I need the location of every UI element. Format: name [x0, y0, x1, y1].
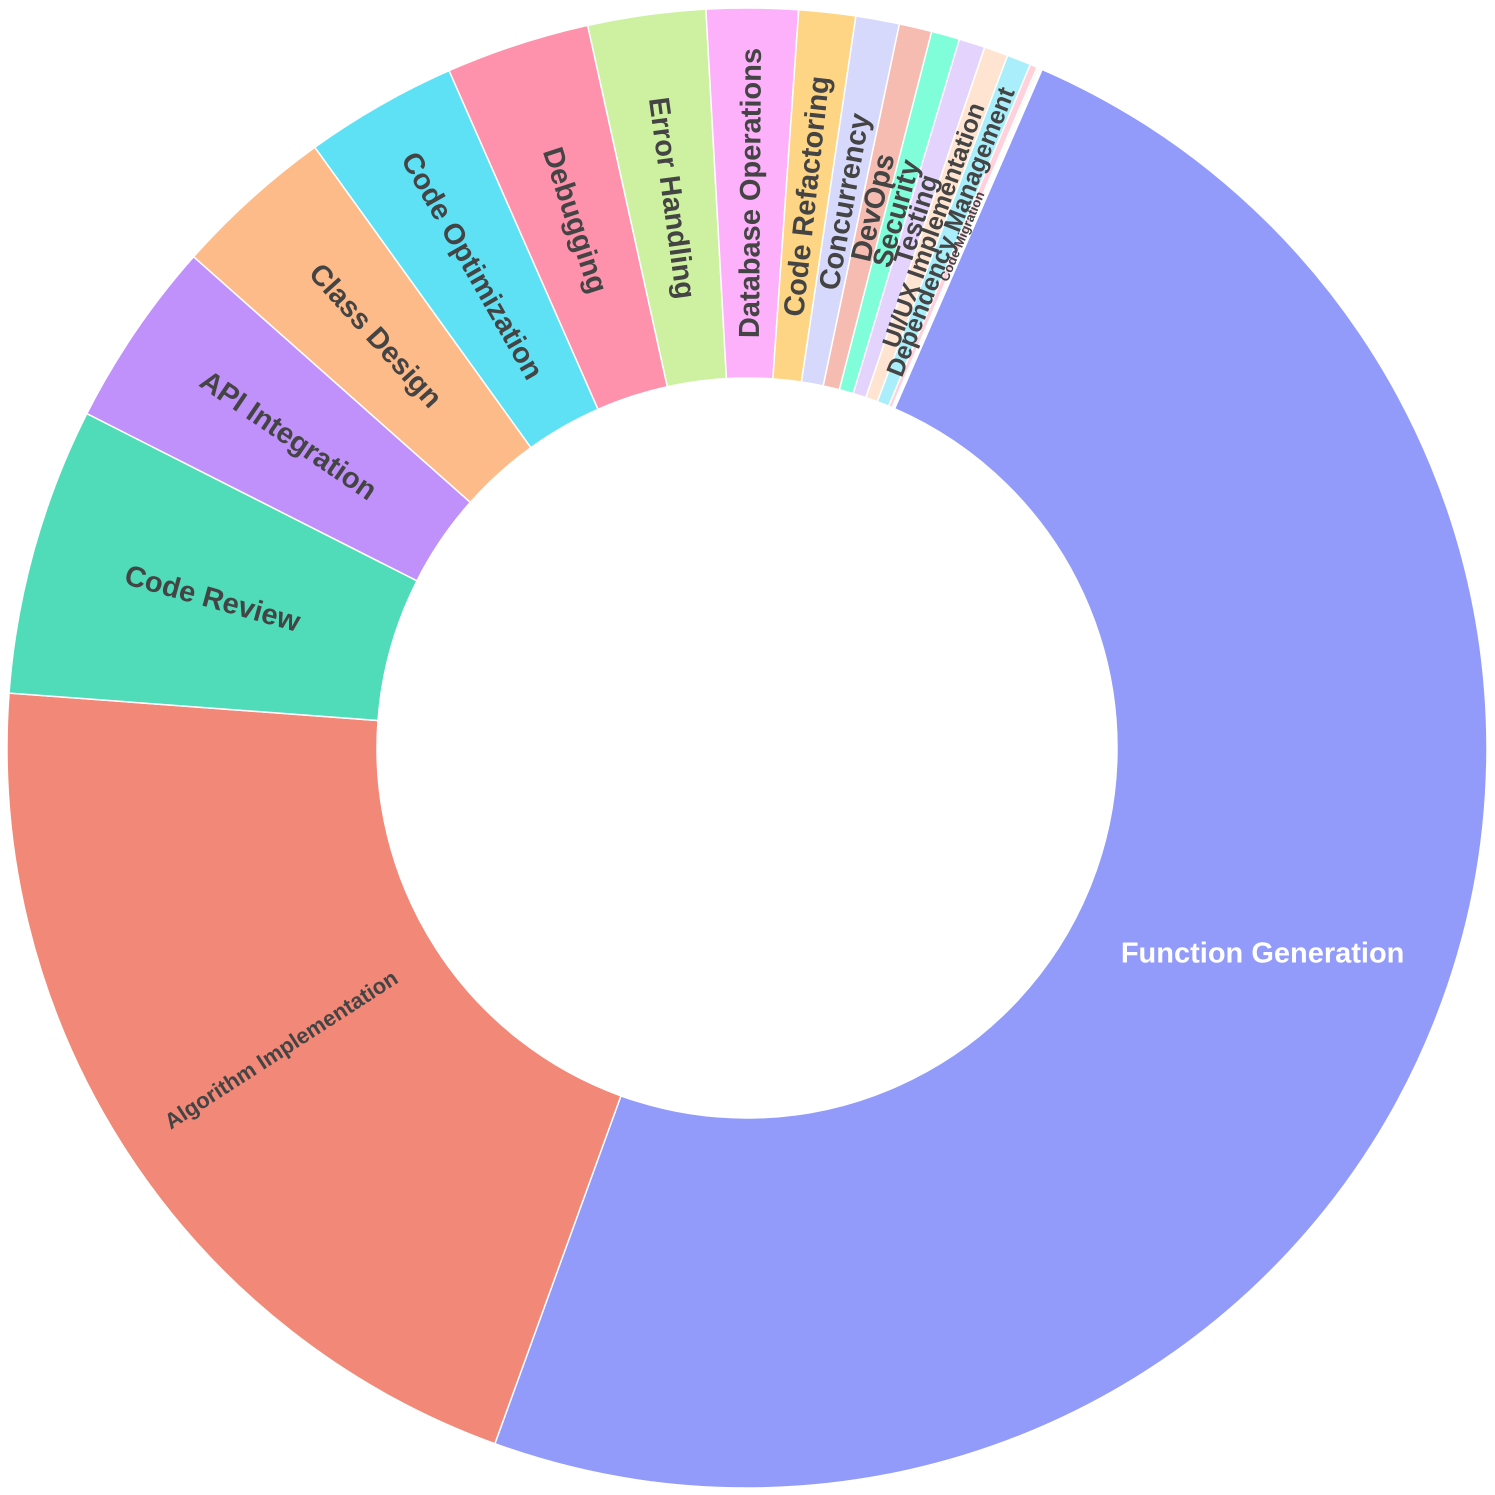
label-function-generation: Function Generation [1121, 937, 1405, 969]
slice-unlabeled-19[interactable] [892, 67, 1044, 410]
slice-algorithm-implementation[interactable] [6, 692, 622, 1445]
label-database-operations: Database Operations [734, 48, 768, 338]
slices-group [6, 7, 1488, 1489]
slice-function-generation[interactable] [493, 68, 1488, 1489]
